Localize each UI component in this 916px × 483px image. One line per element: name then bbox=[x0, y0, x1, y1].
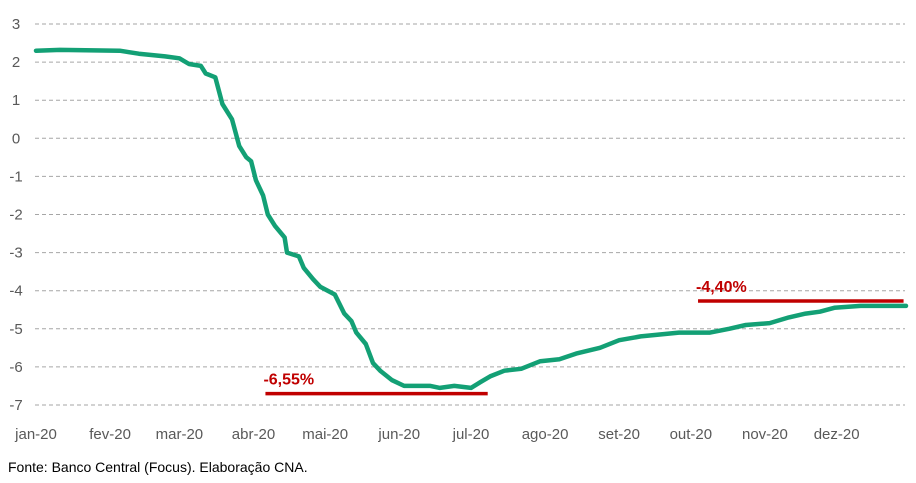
x-tick-label: out-20 bbox=[670, 426, 713, 443]
annotation-label: -4,40% bbox=[696, 279, 747, 296]
x-tick-label: fev-20 bbox=[89, 426, 131, 443]
gridlines bbox=[35, 23, 905, 406]
y-tick-label: 0 bbox=[12, 130, 20, 147]
y-tick-label: -6 bbox=[9, 359, 22, 376]
x-tick-label: nov-20 bbox=[742, 426, 788, 443]
y-tick-label: -3 bbox=[9, 245, 22, 262]
x-axis-ticks: jan-20 fev-20 mar-20 abr-20 mai-20 jun-20 jul-… bbox=[14, 426, 859, 443]
x-tick-label: mai-20 bbox=[302, 426, 348, 443]
series-group bbox=[33, 47, 909, 391]
x-tick-label: dez-20 bbox=[814, 426, 860, 443]
y-tick-label: 3 bbox=[12, 16, 20, 33]
y-tick-label: -7 bbox=[9, 397, 22, 414]
series-line bbox=[33, 47, 909, 391]
x-tick-label: ago-20 bbox=[522, 426, 569, 443]
y-tick-label: -4 bbox=[9, 283, 22, 300]
y-tick-label: -1 bbox=[9, 168, 22, 185]
y-tick-label: 1 bbox=[12, 92, 20, 109]
x-tick-label: set-20 bbox=[598, 426, 640, 443]
x-tick-label: jul-20 bbox=[452, 426, 490, 443]
y-tick-label: -2 bbox=[9, 207, 22, 224]
y-axis-ticks: 3 2 1 0 -1 -2 -3 -4 -5 -6 -7 bbox=[9, 16, 22, 414]
y-tick-label: 2 bbox=[12, 54, 20, 71]
source-note: Fonte: Banco Central (Focus). Elaboração… bbox=[8, 459, 308, 475]
y-tick-label: -5 bbox=[9, 321, 22, 338]
x-tick-label: jun-20 bbox=[377, 426, 420, 443]
x-tick-label: abr-20 bbox=[232, 426, 275, 443]
annotation-label: -6,55% bbox=[263, 372, 314, 389]
x-tick-label: jan-20 bbox=[14, 426, 57, 443]
annotations: -6,55% -4,40% bbox=[263, 279, 904, 396]
x-tick-label: mar-20 bbox=[156, 426, 204, 443]
